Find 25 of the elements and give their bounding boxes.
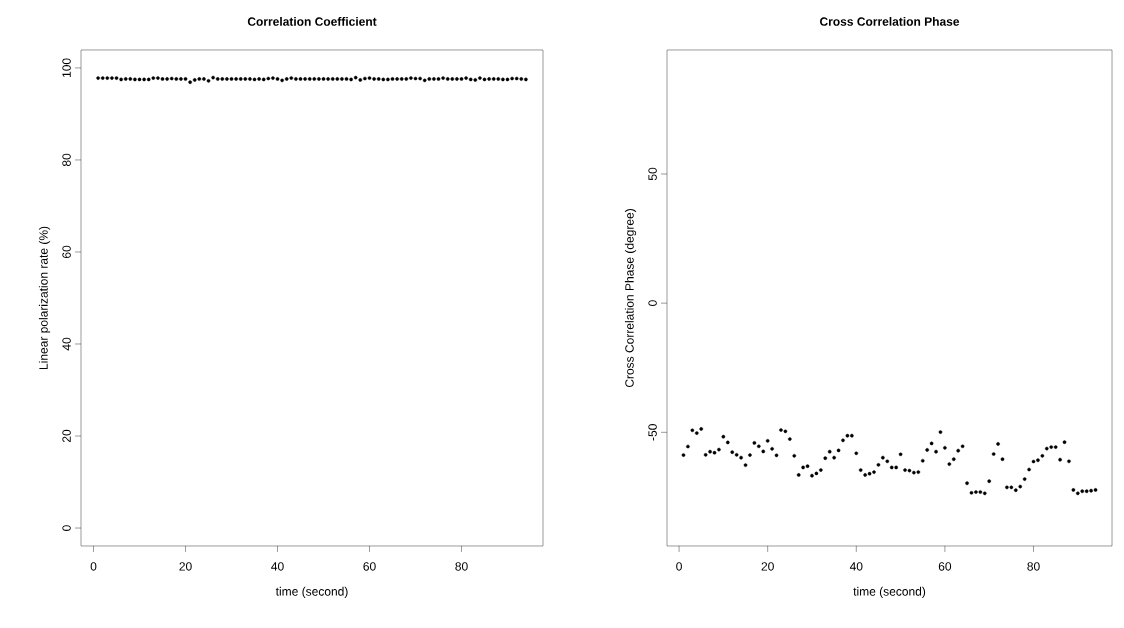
y-axis-title: Linear polarization rate (%) [38,226,51,370]
x-tick-label: 60 [938,562,952,571]
y-tick-label: -50 [648,424,657,441]
x-tick-label: 20 [179,562,192,571]
x-tick-label: 20 [761,562,774,571]
x-tick-label: 0 [676,562,682,571]
chart-title: Cross Correlation Phase [819,16,960,26]
y-tick-label: 40 [62,337,71,351]
y-tick-label: 80 [62,153,71,167]
y-tick-label: 20 [62,429,71,443]
x-tick-label: 80 [1027,562,1040,571]
x-axis-title: time (second) [275,586,348,599]
x-tick-label: 0 [90,562,97,571]
y-tick-label: 0 [648,300,657,307]
y-tick-label: 100 [62,58,71,78]
x-tick-label: 40 [271,562,284,571]
x-tick-label: 40 [849,562,863,571]
y-tick-label: 60 [62,245,71,259]
chart-title: Correlation Coefficient [247,16,377,26]
y-tick-label: 0 [62,525,71,531]
x-tick-label: 80 [455,562,468,571]
x-tick-label: 60 [363,562,376,571]
y-tick-label: 50 [648,167,657,181]
x-axis-title: time (second) [853,586,926,599]
y-axis-title: Cross Correlation Phase (degree) [624,209,637,388]
